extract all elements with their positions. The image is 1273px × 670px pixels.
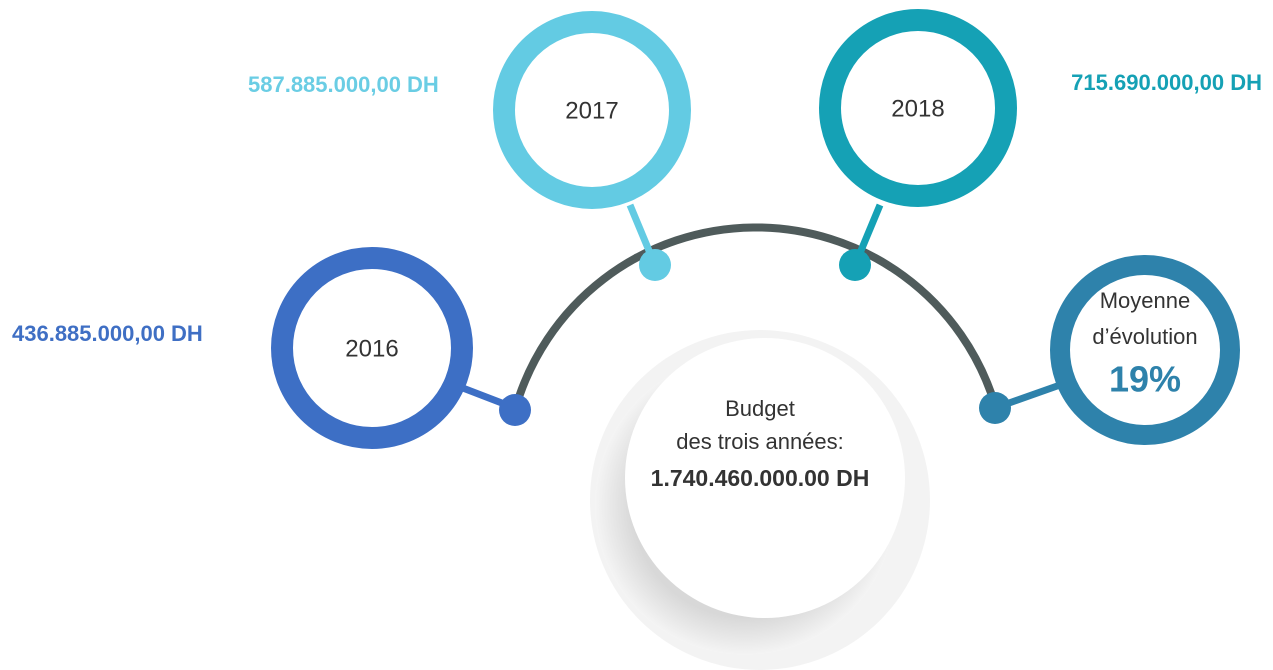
dot [979, 392, 1011, 424]
arc [511, 223, 999, 412]
evolution-line: d’évolution [1092, 324, 1197, 349]
center-total: 1.740.460.000.00 DH [651, 465, 870, 491]
ring-2017 [493, 11, 691, 209]
center-line: Budget [725, 396, 795, 421]
node-amount: 587.885.000,00 DH [248, 72, 439, 97]
dot [499, 394, 531, 426]
evolution-value: 19% [1109, 359, 1181, 400]
node-amount: 436.885.000,00 DH [12, 321, 203, 346]
node-label: 2018 [891, 95, 944, 122]
center-circle [625, 338, 905, 618]
node-label: 2017 [565, 97, 618, 124]
node-label: 2016 [345, 335, 398, 362]
ring-2016 [271, 247, 473, 449]
dot [839, 249, 871, 281]
ring-2018 [819, 9, 1017, 207]
ring-evolution [1050, 255, 1240, 445]
center-line: des trois années: [676, 429, 844, 454]
node-amount: 715.690.000,00 DH [1071, 70, 1262, 95]
evolution-line: Moyenne [1100, 288, 1191, 313]
dot [639, 249, 671, 281]
